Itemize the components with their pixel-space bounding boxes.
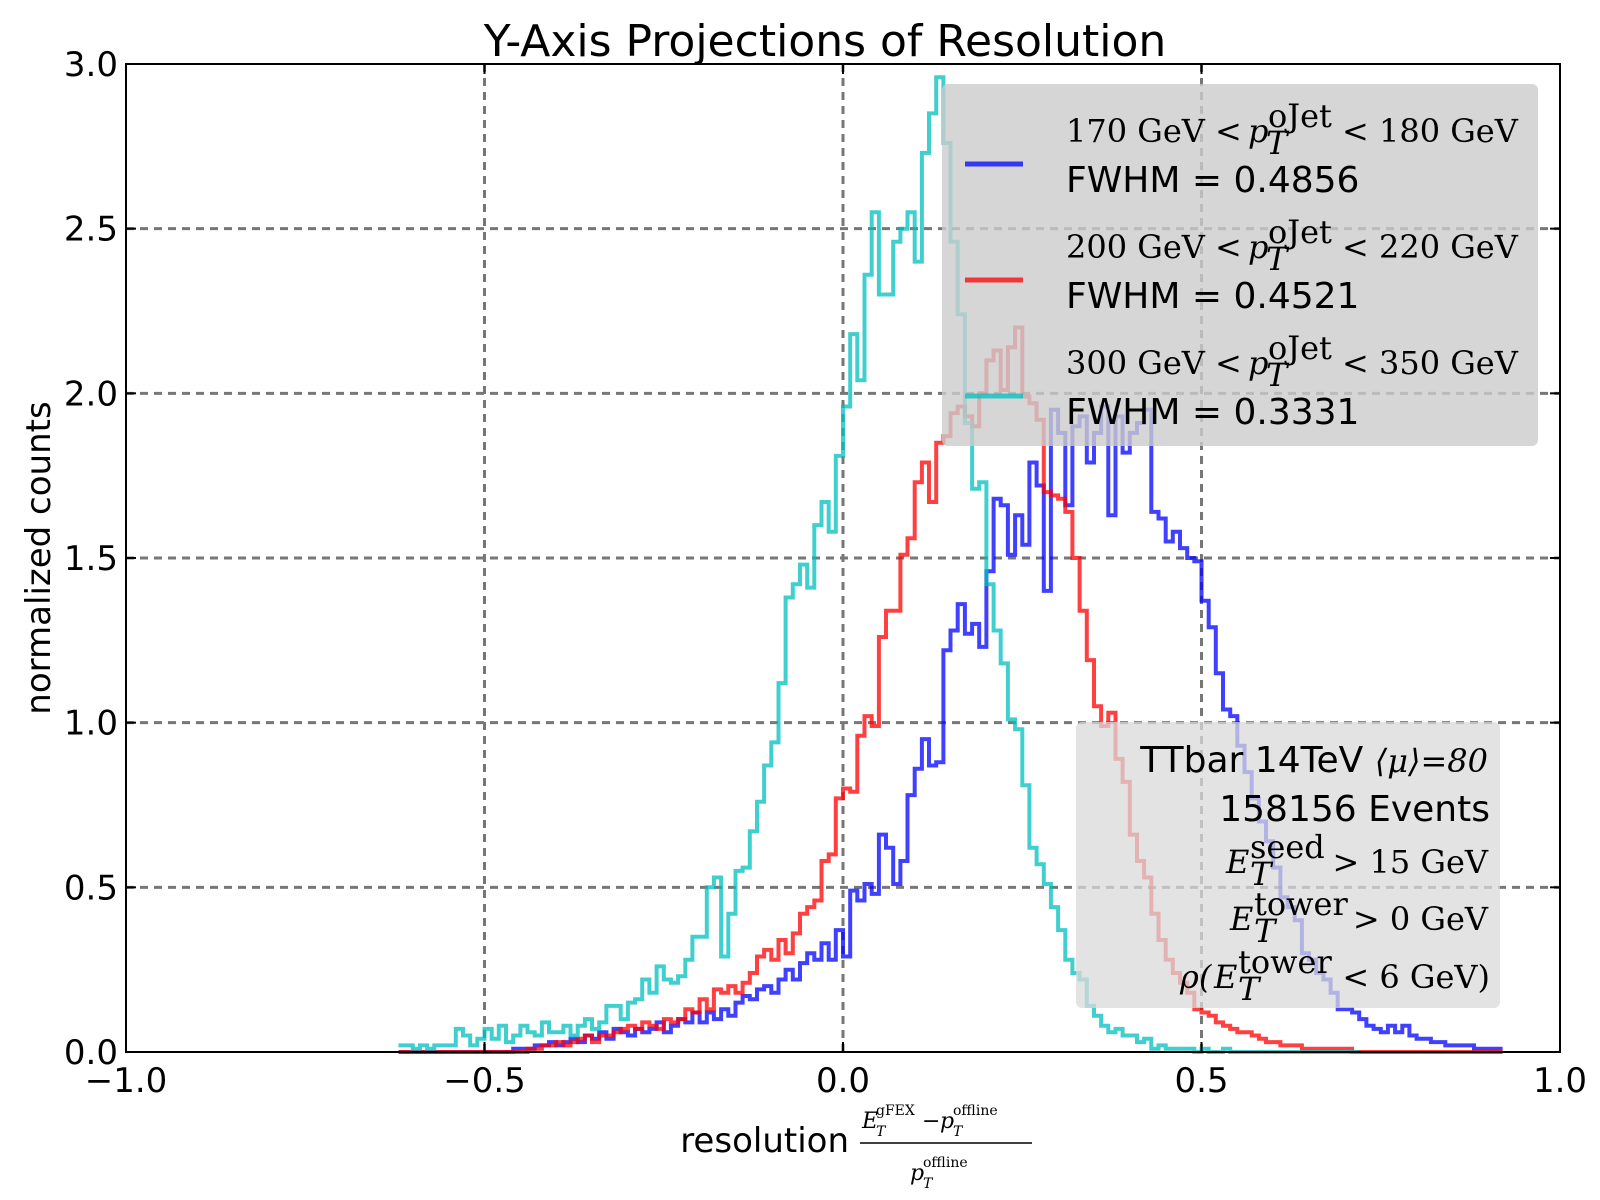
x-tick-label: −1.0 <box>85 1061 168 1101</box>
legend-label-sup: oJet <box>1268 97 1332 135</box>
x-label-num-a: E <box>861 1109 878 1134</box>
legend-label-sym: p <box>1248 344 1268 382</box>
y-axis-label: normalized counts <box>19 401 59 714</box>
svg-text:ρ(: ρ( <box>1179 958 1213 996</box>
svg-text:seed: seed <box>1250 828 1325 866</box>
svg-text:tower: tower <box>1238 943 1332 981</box>
svg-text:T: T <box>1250 855 1274 893</box>
svg-text:< 6 GeV): < 6 GeV) <box>1342 958 1490 996</box>
x-axis-label-fraction: E gFEX T − p offline T p offline T <box>860 1103 1032 1192</box>
legend-fwhm: FWHM = 0.4856 <box>1066 160 1359 201</box>
legend-fwhm: FWHM = 0.3331 <box>1066 392 1359 433</box>
legend-label-hi: < 350 GeV <box>1342 344 1519 382</box>
info-line-2: 158156 Events <box>1219 789 1490 830</box>
x-label-num-a-sup: gFEX <box>876 1103 915 1119</box>
x-axis-label-prefix: resolution <box>680 1121 849 1161</box>
legend-label-sym: p <box>1248 228 1268 266</box>
legend-label-sup: oJet <box>1268 213 1332 251</box>
legend-label-hi: < 180 GeV <box>1342 112 1519 150</box>
svg-text:E: E <box>1225 843 1249 881</box>
svg-text:tower: tower <box>1254 885 1348 923</box>
x-label-minus: − <box>922 1109 940 1134</box>
svg-text:E: E <box>1213 958 1237 996</box>
info-line-1: TTbar 14TeV ⟨μ⟩=80 <box>1139 740 1488 781</box>
x-label-num-b-sub: T <box>953 1124 964 1140</box>
svg-text:T: T <box>1254 912 1278 950</box>
legend-label-sub: T <box>1266 356 1290 394</box>
ticks: −1.0 −0.5 0.0 0.5 1.0 0.0 0.5 1.0 1.5 2.0 2.5 3.0 <box>64 45 1587 1101</box>
x-tick-label: 0.5 <box>1174 1061 1228 1101</box>
x-axis-label: resolution E gFEX T − p offline T p offl… <box>680 1103 1032 1192</box>
y-tick-label: 0.5 <box>64 868 118 908</box>
y-tick-label: 3.0 <box>64 45 118 85</box>
svg-text:> 15 GeV: > 15 GeV <box>1333 843 1489 881</box>
series-line-2 <box>398 325 1503 1054</box>
legend-label-sub: T <box>1266 124 1290 162</box>
x-label-num-a-sub: T <box>876 1124 887 1140</box>
legend-label-lo: 300 GeV < <box>1066 344 1242 382</box>
info-box-bg <box>1076 722 1500 1008</box>
legend-label-sub: T <box>1266 240 1290 278</box>
y-tick-label: 2.5 <box>64 210 118 250</box>
chart-title: Y-Axis Projections of Resolution <box>483 16 1167 67</box>
legend-box <box>942 84 1538 446</box>
series-line-3 <box>398 75 1360 1054</box>
x-label-den: p <box>910 1161 924 1186</box>
svg-text:E: E <box>1229 900 1253 938</box>
legend-fwhm: FWHM = 0.4521 <box>1066 276 1359 317</box>
legend-label-hi: < 220 GeV <box>1342 228 1519 266</box>
x-label-num-b: p <box>940 1109 954 1134</box>
legend-label-sup: oJet <box>1268 329 1332 367</box>
legend-label-lo: 170 GeV < <box>1066 112 1242 150</box>
x-label-den-sup: offline <box>923 1155 968 1171</box>
y-tick-label: 0.0 <box>64 1033 118 1073</box>
svg-text:T: T <box>1238 970 1262 1008</box>
legend-label-lo: 200 GeV < <box>1066 228 1242 266</box>
x-tick-label: −0.5 <box>443 1061 526 1101</box>
y-tick-label: 2.0 <box>64 374 118 414</box>
y-tick-label: 1.5 <box>64 539 118 579</box>
svg-text:> 0 GeV: > 0 GeV <box>1353 900 1489 938</box>
x-tick-label: 1.0 <box>1533 1061 1587 1101</box>
info-line-3: E seed T > 15 GeV <box>1225 828 1489 893</box>
info-line-4: E tower T > 0 GeV <box>1229 885 1489 950</box>
info-line-5: ρ( E tower T < 6 GeV) <box>1179 943 1490 1008</box>
info-box: TTbar 14TeV ⟨μ⟩=80 158156 Events E seed … <box>1076 722 1500 1008</box>
x-label-num-b-sup: offline <box>953 1103 998 1119</box>
legend-label-sym: p <box>1248 112 1268 150</box>
x-label-den-sub: T <box>923 1176 934 1192</box>
y-tick-label: 1.0 <box>64 704 118 744</box>
x-tick-label: 0.0 <box>816 1061 870 1101</box>
